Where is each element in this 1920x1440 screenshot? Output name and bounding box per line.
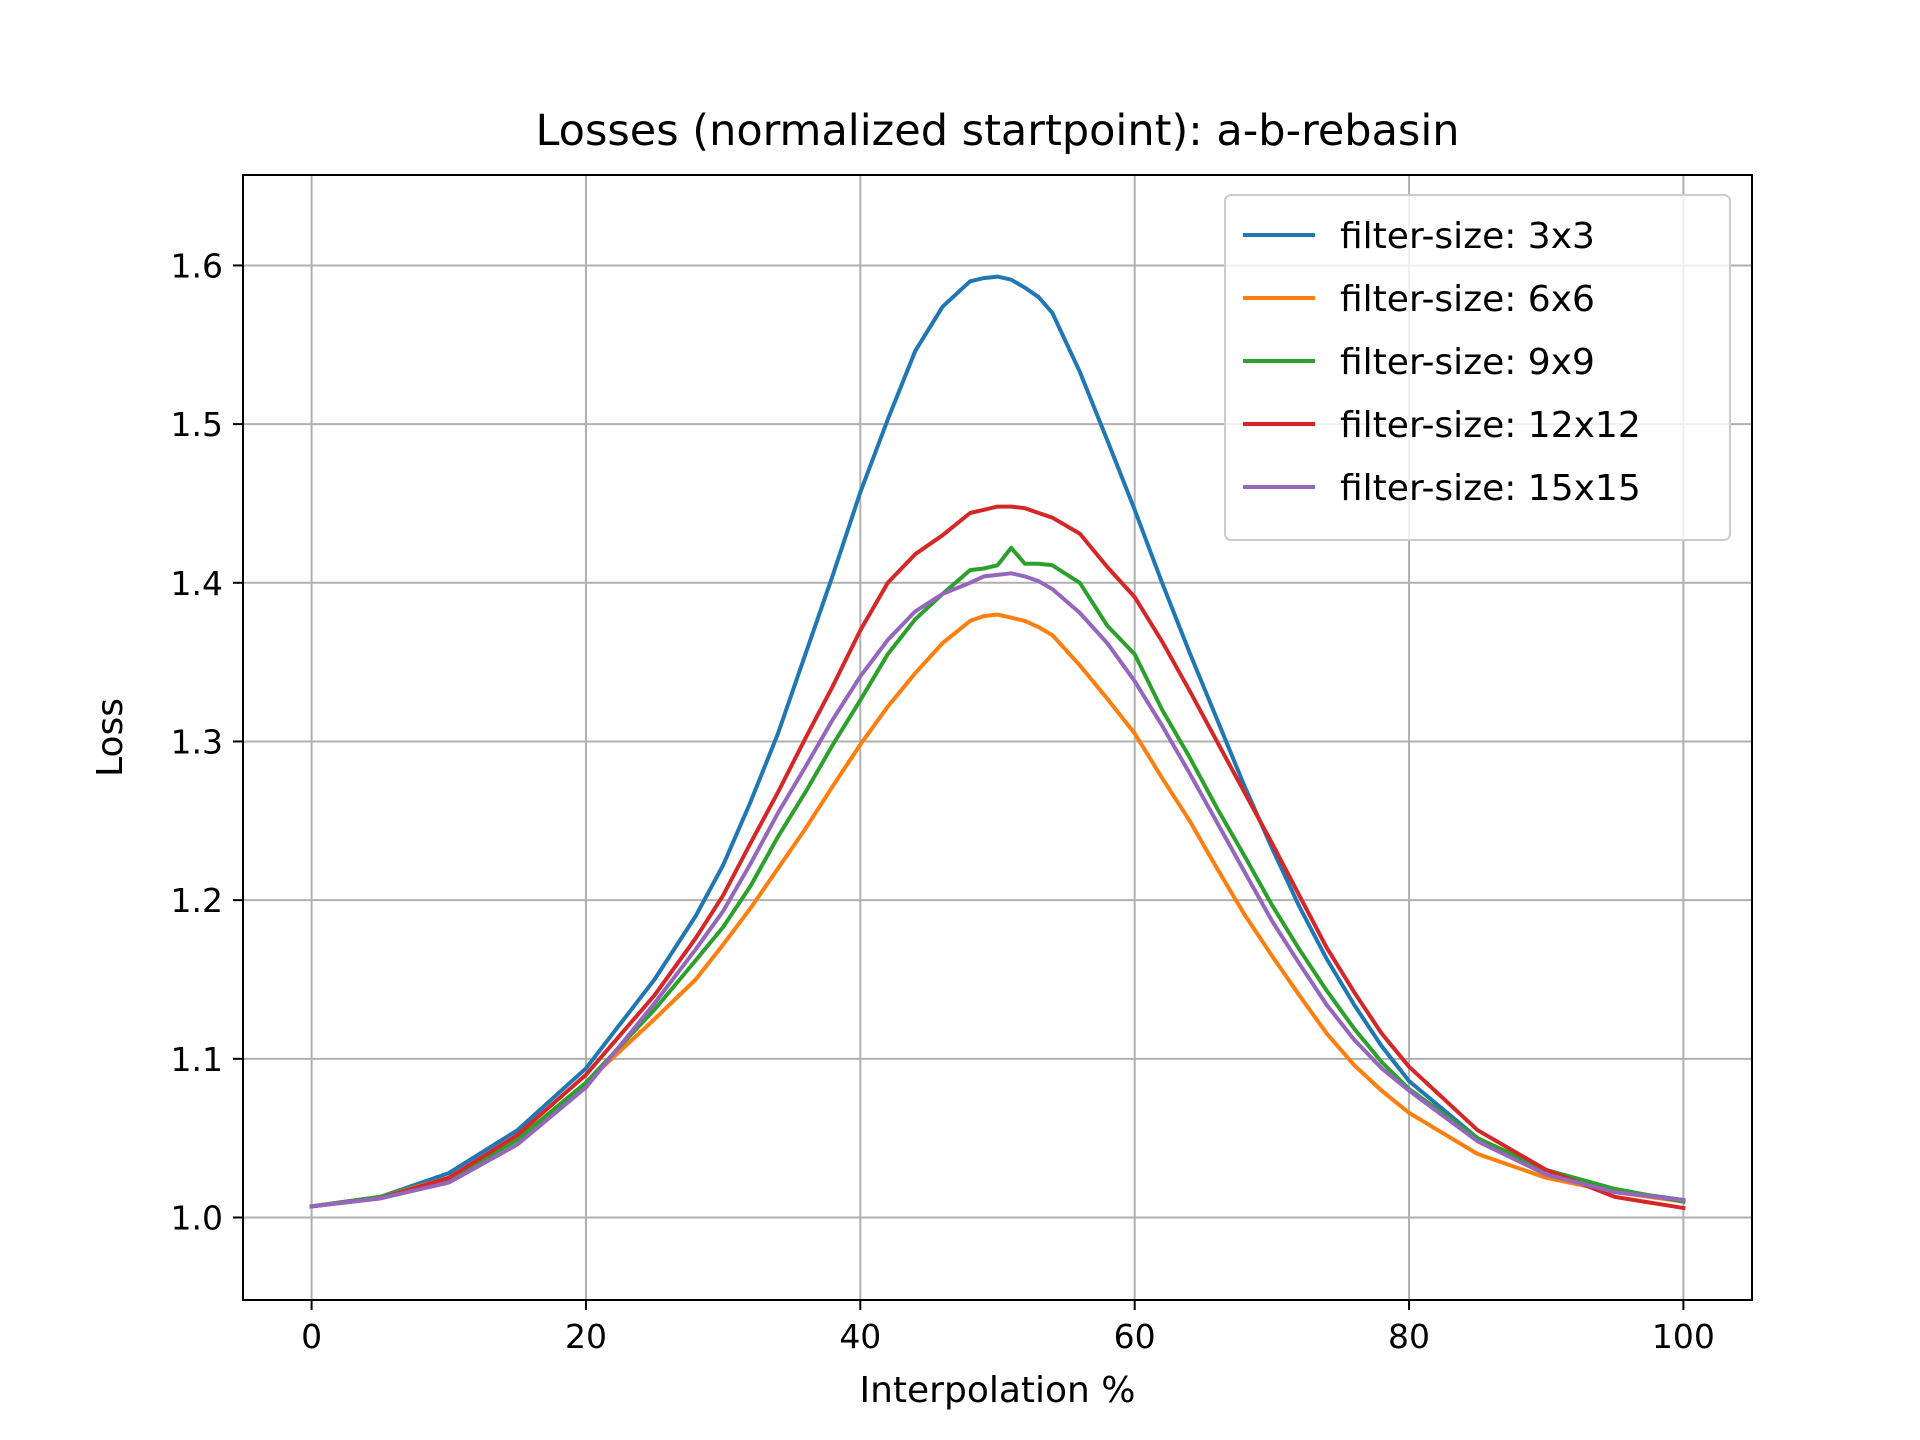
legend-entry-2: filter-size: 6x6 — [1340, 279, 1595, 320]
y-tick-label: 1.1 — [171, 1040, 223, 1079]
y-tick-label: 1.0 — [171, 1198, 223, 1237]
series-line-1 — [309, 274, 1686, 1209]
series-line-4 — [309, 504, 1686, 1211]
legend-entry-4: filter-size: 12x12 — [1340, 405, 1641, 446]
y-tick-label: 1.4 — [171, 564, 223, 603]
legend-entry-3: filter-size: 9x9 — [1340, 342, 1595, 383]
series-line-3 — [309, 545, 1686, 1209]
x-tick-label: 40 — [839, 1317, 881, 1356]
y-tick-label: 1.2 — [171, 881, 223, 920]
x-axis-label: Interpolation % — [859, 1370, 1135, 1411]
x-tick-label: 0 — [301, 1317, 322, 1356]
x-tick-label: 80 — [1388, 1317, 1430, 1356]
series-lines — [309, 274, 1686, 1211]
x-tick-label: 20 — [565, 1317, 607, 1356]
series-line-5 — [309, 571, 1686, 1209]
y-tick-label: 1.5 — [171, 405, 223, 444]
legend-entry-5: filter-size: 15x15 — [1340, 468, 1641, 509]
x-tick-label: 100 — [1652, 1317, 1715, 1356]
axis-ticks: 0 20 40 60 80 100 1.0 1.1 1.2 1.3 1.4 1.5 1.6 — [171, 246, 1715, 1356]
y-tick-label: 1.3 — [171, 722, 223, 761]
legend-box — [1224, 194, 1731, 541]
grid — [243, 175, 1752, 1300]
chart-title: Losses (normalized startpoint): a-b-reba… — [535, 106, 1459, 156]
x-tick-label: 60 — [1114, 1317, 1156, 1356]
plot-frame — [242, 174, 1753, 1301]
y-axis-label: Loss — [90, 698, 131, 777]
legend: filter-size: 3x3 filter-size: 6x6 filter-s… — [1224, 194, 1731, 541]
legend-entry-1: filter-size: 3x3 — [1340, 216, 1595, 257]
y-tick-label: 1.6 — [171, 246, 223, 285]
series-line-2 — [309, 612, 1686, 1209]
